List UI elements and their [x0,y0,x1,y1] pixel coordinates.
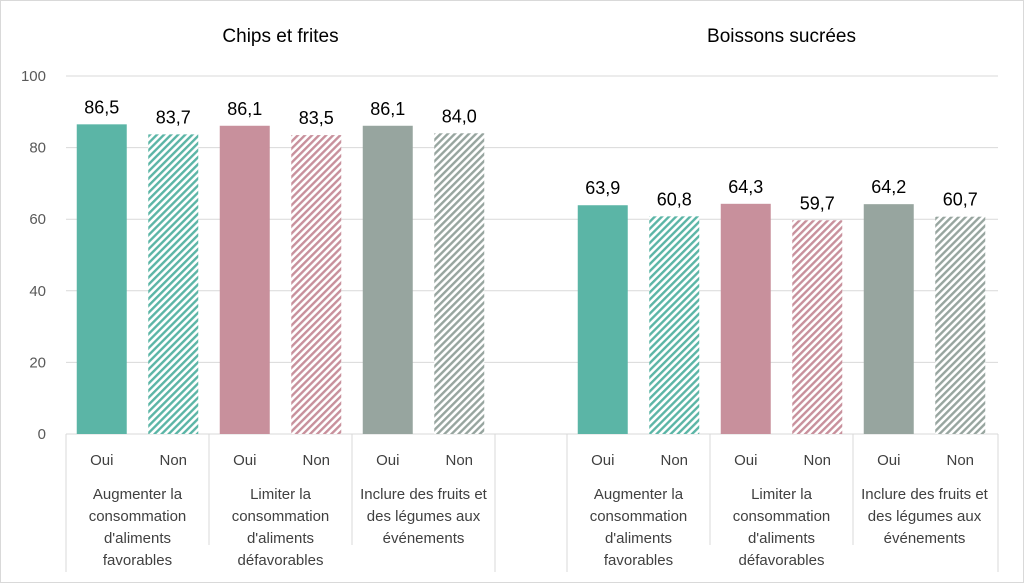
data-label: 60,7 [943,190,978,210]
bar-oui [863,204,914,434]
category-labels: Oui Non Augmenter la consommation d'aliments… [89,452,989,569]
bar-oui [76,124,127,434]
group-label-line: Augmenter la [93,486,183,503]
data-label: 63,9 [585,178,620,198]
level-label: Oui [877,452,900,469]
group-label-line: Inclure des fruits et [360,486,488,503]
bar-non [649,216,700,434]
bar-non [792,220,843,434]
data-label: 60,8 [657,189,692,209]
y-tick-label: 60 [29,211,46,228]
group-label: Inclure des fruits et des légumes aux évén… [360,486,488,547]
group-label-line: Inclure des fruits et [861,486,989,503]
group-label-line: favorables [103,552,172,569]
group-label: Limiter la consommation d'aliments défavora… [733,486,831,569]
group-label-line: Augmenter la [594,486,684,503]
group-label-line: des légumes aux [367,508,481,525]
level-label: Non [660,452,688,469]
y-tick-label: 20 [29,354,46,371]
group-label: Inclure des fruits et des légumes aux évén… [861,486,989,547]
level-label: Oui [591,452,614,469]
panel-title: Boissons sucrées [707,26,856,47]
group-label-line: Limiter la [751,486,813,503]
bar-oui [720,203,771,434]
group-label-line: favorables [604,552,673,569]
bar-oui [219,125,270,435]
data-label: 86,1 [370,99,405,119]
level-label: Non [946,452,974,469]
bar-non [434,133,485,434]
bars [76,124,986,435]
level-label: Oui [376,452,399,469]
data-label: 64,2 [871,177,906,197]
group-label-line: d'aliments [605,530,672,547]
bar-non [291,135,342,434]
bar-non [935,216,986,434]
group-label-line: événements [884,530,966,547]
level-label: Non [803,452,831,469]
group-label-line: consommation [232,508,330,525]
group-label-line: Limiter la [250,486,312,503]
data-labels: Chips et frites 86,5 83,7 86,1 83,5 86,1 84,0 B… [84,26,978,213]
group-label-line: d'aliments [748,530,815,547]
data-label: 83,5 [299,108,334,128]
data-label: 86,5 [84,97,119,117]
group-label-line: défavorables [739,552,825,569]
data-label: 86,1 [227,99,262,119]
group-label-line: consommation [89,508,187,525]
level-label: Oui [233,452,256,469]
group-label-line: consommation [590,508,688,525]
level-label: Oui [90,452,113,469]
level-label: Non [445,452,473,469]
group-label-line: des légumes aux [868,508,982,525]
y-tick-label: 40 [29,283,46,300]
group-label: Augmenter la consommation d'aliments favora… [89,486,187,569]
panel-title: Chips et frites [222,26,338,47]
y-tick-label: 100 [21,68,46,85]
bar-non [148,134,199,434]
bar-oui [362,125,413,435]
data-label: 84,0 [442,106,477,126]
group-label-line: consommation [733,508,831,525]
group-label-line: d'aliments [247,530,314,547]
y-tick-label: 80 [29,140,46,157]
y-tick-label: 0 [38,426,46,443]
group-label: Limiter la consommation d'aliments défavora… [232,486,330,569]
group-label-line: défavorables [238,552,324,569]
group-label-line: événements [383,530,465,547]
data-label: 83,7 [156,107,191,127]
data-label: 59,7 [800,193,835,213]
level-label: Non [302,452,330,469]
data-label: 64,3 [728,177,763,197]
group-label: Augmenter la consommation d'aliments favora… [590,486,688,569]
group-label-line: d'aliments [104,530,171,547]
level-label: Non [159,452,187,469]
level-label: Oui [734,452,757,469]
bar-oui [577,205,628,434]
